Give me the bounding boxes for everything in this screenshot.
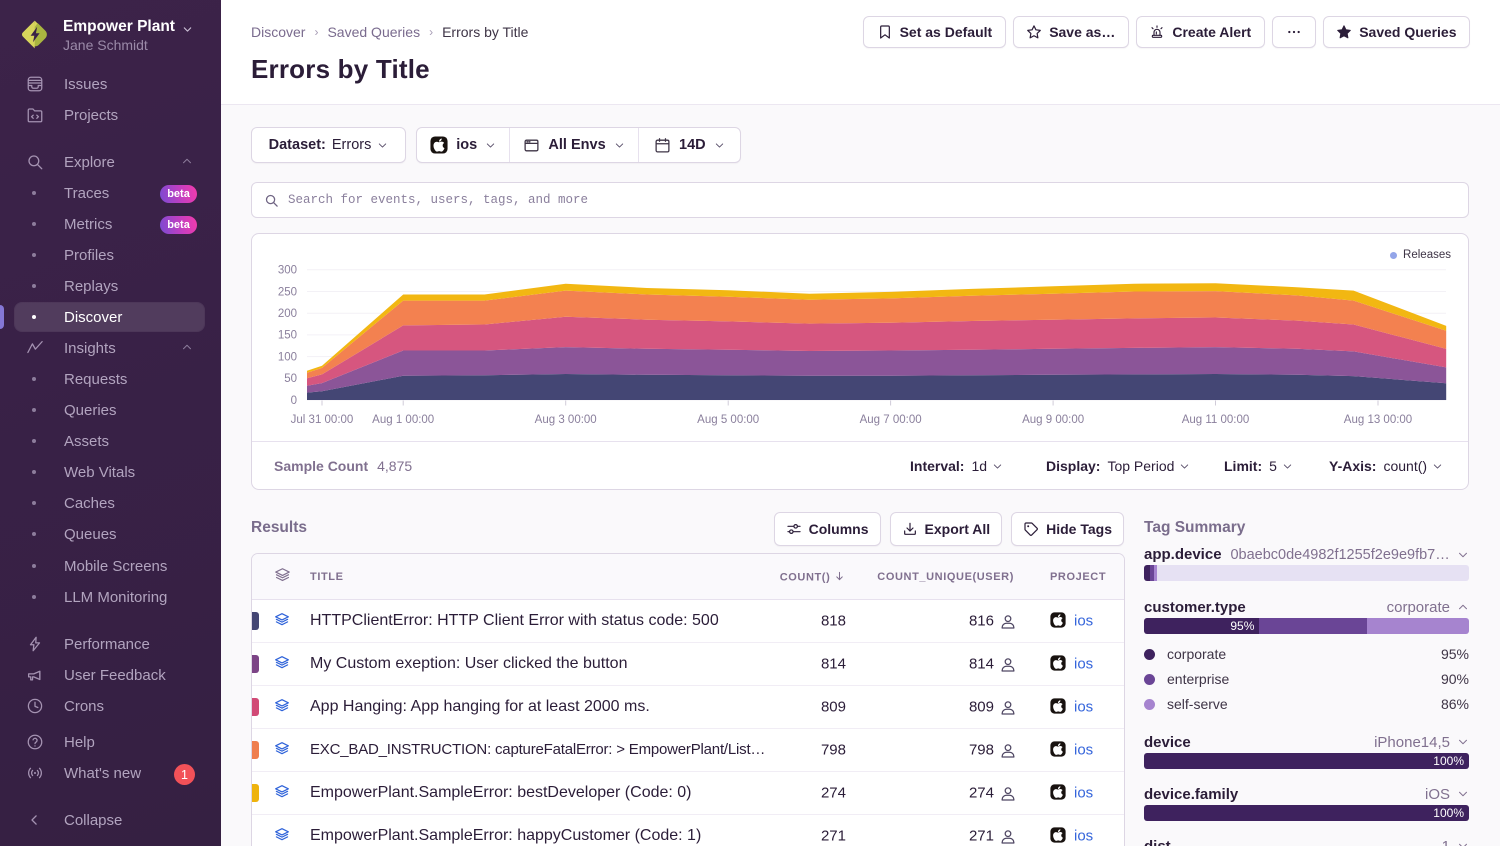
svg-text:150: 150 [278,330,297,342]
svg-text:300: 300 [278,265,297,277]
svg-text:Aug 13 00:00: Aug 13 00:00 [1344,414,1412,426]
svg-text:250: 250 [278,286,297,298]
svg-text:Aug 7 00:00: Aug 7 00:00 [860,414,922,426]
svg-text:Jul 31 00:00: Jul 31 00:00 [291,414,354,426]
svg-text:Aug 9 00:00: Aug 9 00:00 [1022,414,1084,426]
svg-text:Aug 5 00:00: Aug 5 00:00 [697,414,759,426]
svg-text:Aug 1 00:00: Aug 1 00:00 [372,414,434,426]
svg-text:200: 200 [278,308,297,320]
svg-text:100: 100 [278,351,297,363]
svg-text:Aug 11 00:00: Aug 11 00:00 [1182,414,1250,426]
svg-text:Aug 3 00:00: Aug 3 00:00 [535,414,597,426]
svg-text:0: 0 [291,395,297,407]
svg-text:50: 50 [284,373,297,385]
